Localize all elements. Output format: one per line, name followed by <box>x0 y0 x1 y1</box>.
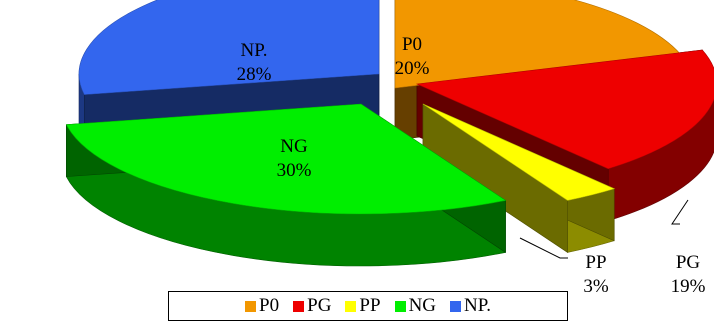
legend-label-np: NP. <box>464 295 491 316</box>
leader-line-pg <box>671 199 689 225</box>
data-label-value-p0: 20% <box>395 58 430 79</box>
legend-label-p0: P0 <box>259 295 280 316</box>
legend-item-np: NP. <box>450 295 491 317</box>
legend-label-pp: PP <box>359 295 381 316</box>
data-label-name-np: NP. <box>241 40 268 61</box>
slice-ng <box>65 103 507 215</box>
legend-item-pg: PG <box>293 295 331 317</box>
data-label-value-pg: 19% <box>671 276 706 297</box>
data-label-value-pp: 3% <box>583 276 609 297</box>
legend-item-pp: PP <box>345 295 381 317</box>
pie-tops <box>65 0 714 215</box>
legend-swatch-np <box>450 300 462 312</box>
data-label-value-np: 28% <box>237 64 272 85</box>
data-label-name-p0: P0 <box>402 34 422 55</box>
slice-pg <box>415 49 714 170</box>
leader-line-pp <box>519 237 568 259</box>
legend-item-ng: NG <box>394 295 437 317</box>
legend-swatch-ng <box>394 300 406 312</box>
chart-legend: P0 PG PP NG NP. <box>168 291 568 321</box>
legend-swatch-pg <box>293 300 305 312</box>
slice-np <box>78 0 380 95</box>
data-label-name-pg: PG <box>676 252 701 273</box>
data-label-value-ng: 30% <box>277 160 312 181</box>
slice-p0 <box>394 0 681 89</box>
legend-item-p0: P0 <box>245 295 279 317</box>
slice-pp <box>422 103 616 201</box>
legend-label-ng: NG <box>408 295 437 316</box>
legend-label-pg: PG <box>307 295 332 316</box>
legend-swatch-p0 <box>245 300 257 312</box>
legend-swatch-pp <box>345 300 357 312</box>
data-label-name-pp: PP <box>585 252 606 273</box>
data-label-name-ng: NG <box>280 136 308 157</box>
